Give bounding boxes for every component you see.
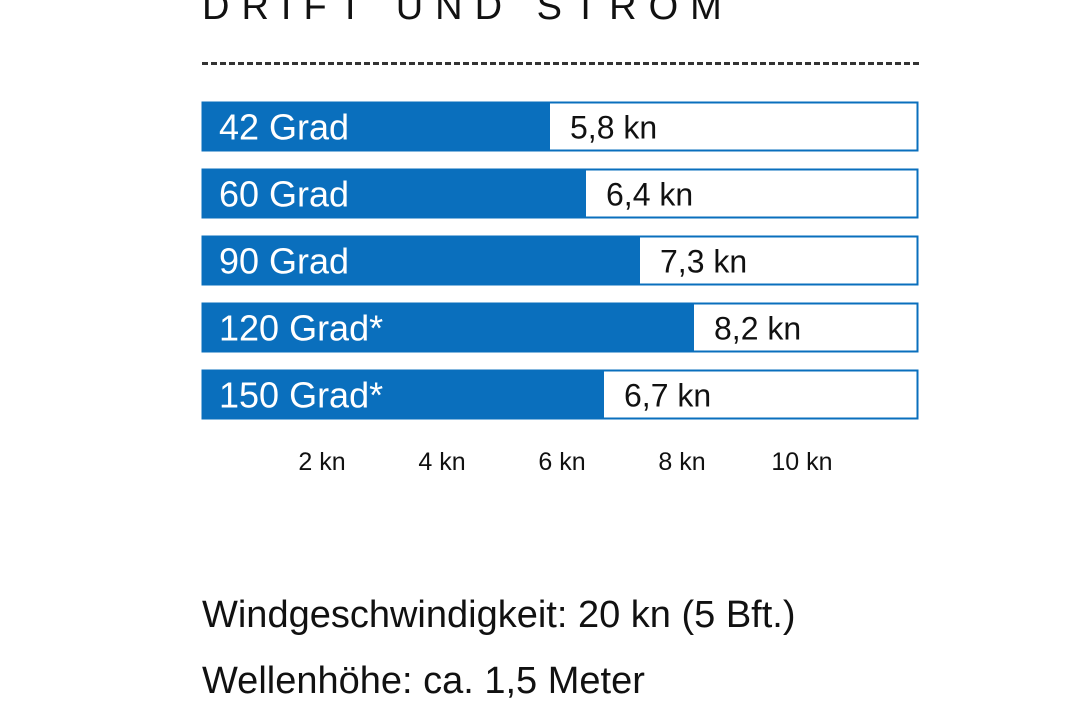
bar-chart: 42 Grad 5,8 kn 60 Grad 6,4 kn 90 Grad 7,3 kn 1… xyxy=(201,101,919,476)
bar xyxy=(202,236,640,285)
value-label: 6,4 kn xyxy=(606,177,693,213)
value-label: 7,3 kn xyxy=(660,244,747,280)
bar xyxy=(202,102,550,151)
category-label: 60 Grad xyxy=(219,174,349,215)
value-label: 6,7 kn xyxy=(624,378,711,414)
wind-speed-note: Windgeschwindigkeit: 20 kn (5 Bft.) xyxy=(202,594,796,636)
bar xyxy=(202,303,694,352)
bar xyxy=(202,370,604,419)
wave-height-note: Wellenhöhe: ca. 1,5 Meter xyxy=(202,660,645,702)
category-label: 150 Grad* xyxy=(219,375,383,416)
category-label: 42 Grad xyxy=(219,107,349,148)
x-tick-label: 4 kn xyxy=(418,448,465,476)
x-tick-label: 8 kn xyxy=(658,448,705,476)
category-label: 120 Grad* xyxy=(219,308,383,349)
dashed-divider xyxy=(202,62,919,65)
chart-title: DRIFT UND STROM xyxy=(202,0,734,28)
x-tick-label: 6 kn xyxy=(538,448,585,476)
x-tick-label: 10 kn xyxy=(771,448,832,476)
value-label: 8,2 kn xyxy=(714,311,801,347)
value-label: 5,8 kn xyxy=(570,110,657,146)
x-tick-label: 2 kn xyxy=(298,448,345,476)
bar xyxy=(202,169,586,218)
category-label: 90 Grad xyxy=(219,241,349,282)
